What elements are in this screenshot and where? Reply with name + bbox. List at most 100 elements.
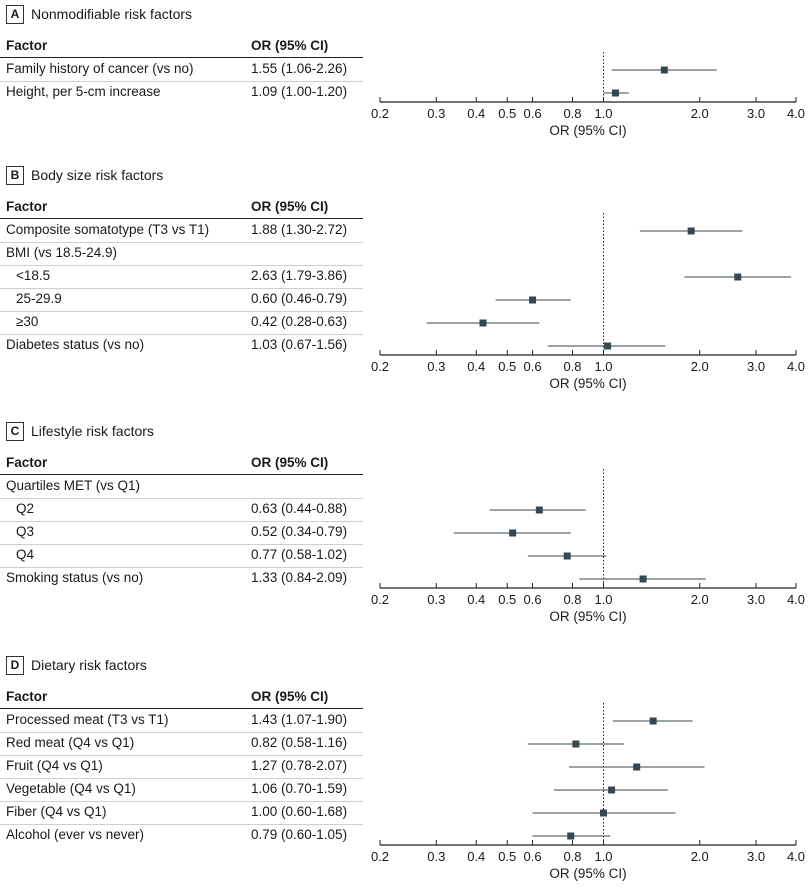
table-row: Alcohol (ever vs never) 0.79 (0.60-1.05) xyxy=(0,824,363,847)
table-row: Processed meat (T3 vs T1) 1.43 (1.07-1.90… xyxy=(0,709,363,732)
x-tick-label: 3.0 xyxy=(747,592,765,607)
row-divider xyxy=(0,81,363,82)
header-rule xyxy=(0,218,363,219)
factor-label: Composite somatotype (T3 vs T1) xyxy=(6,222,210,237)
factor-label: Alcohol (ever vs never) xyxy=(6,827,145,842)
factor-label: Processed meat (T3 vs T1) xyxy=(6,712,169,727)
or-point-marker xyxy=(509,529,517,537)
panel-c-header: C Lifestyle risk factors xyxy=(6,421,154,441)
table-row: Fruit (Q4 vs Q1) 1.27 (0.78-2.07) xyxy=(0,755,363,778)
or-column-header: OR (95% CI) xyxy=(251,199,329,214)
table-row: Family history of cancer (vs no) 1.55 (1.… xyxy=(0,58,363,81)
x-tick-label: 0.4 xyxy=(467,849,485,864)
table-row: ≥30 0.42 (0.28-0.63) xyxy=(0,311,363,334)
or-value: 0.79 (0.60-1.05) xyxy=(251,827,348,842)
x-tick-label: 0.2 xyxy=(371,592,389,607)
or-point-marker xyxy=(660,66,668,74)
x-tick-label: 0.4 xyxy=(467,592,485,607)
panel-d-header: D Dietary risk factors xyxy=(6,655,147,675)
table-row: Fiber (Q4 vs Q1) 1.00 (0.60-1.68) xyxy=(0,801,363,824)
forest-plot: 0.2 0.3 0.4 0.5 0.6 0.8 1.0 2.0 3.0 4.0 OR (95% CI… xyxy=(371,213,805,391)
row-divider xyxy=(0,311,363,312)
x-tick-label: 0.6 xyxy=(524,359,542,374)
panel-title: Lifestyle risk factors xyxy=(31,423,154,439)
factor-label: Q3 xyxy=(16,524,35,539)
factor-column-header: Factor xyxy=(6,689,48,704)
or-point-marker xyxy=(604,342,612,350)
or-point-marker xyxy=(529,296,537,304)
x-tick-label: 2.0 xyxy=(691,849,709,864)
row-divider xyxy=(0,288,363,289)
x-tick-label: 0.5 xyxy=(498,592,516,607)
factor-label: <18.5 xyxy=(16,268,51,283)
x-tick-label: 1.0 xyxy=(594,592,612,607)
x-tick-label: 0.5 xyxy=(498,849,516,864)
table-row: Q3 0.52 (0.34-0.79) xyxy=(0,521,363,544)
header-rule xyxy=(0,474,363,475)
factor-label: Height, per 5-cm increase xyxy=(6,84,161,99)
forest-plot: 0.2 0.3 0.4 0.5 0.6 0.8 1.0 2.0 3.0 4.0 OR (95% CI… xyxy=(371,52,805,138)
panel-b-header: B Body size risk factors xyxy=(6,165,163,185)
x-tick-label: 0.3 xyxy=(427,359,445,374)
x-tick-label: 2.0 xyxy=(691,592,709,607)
row-divider xyxy=(0,732,363,733)
x-axis-label: OR (95% CI) xyxy=(549,609,626,624)
table-row: <18.5 2.63 (1.79-3.86) xyxy=(0,265,363,288)
x-tick-label: 0.3 xyxy=(427,592,445,607)
x-tick-label: 0.4 xyxy=(467,106,485,121)
x-tick-label: 0.3 xyxy=(427,106,445,121)
or-point-marker xyxy=(535,506,543,514)
or-column-header: OR (95% CI) xyxy=(251,455,329,470)
factor-column-header: Factor xyxy=(6,455,48,470)
x-axis-label: OR (95% CI) xyxy=(549,123,626,138)
panel-title: Nonmodifiable risk factors xyxy=(31,6,193,22)
or-value: 1.00 (0.60-1.68) xyxy=(251,804,348,819)
x-tick-label: 0.3 xyxy=(427,849,445,864)
or-point-marker xyxy=(734,273,742,281)
table-row: Vegetable (Q4 vs Q1) 1.06 (0.70-1.59) xyxy=(0,778,363,801)
x-tick-label: 0.5 xyxy=(498,359,516,374)
table-row: Q2 0.63 (0.44-0.88) xyxy=(0,498,363,521)
row-divider xyxy=(0,567,363,568)
or-value: 0.60 (0.46-0.79) xyxy=(251,291,348,306)
or-point-marker xyxy=(633,763,641,771)
or-point-marker xyxy=(479,319,487,327)
or-value: 1.43 (1.07-1.90) xyxy=(251,712,348,727)
factor-label: Q2 xyxy=(16,501,35,516)
or-point-marker xyxy=(563,552,571,560)
factor-label: Fruit (Q4 vs Q1) xyxy=(6,758,103,773)
row-divider xyxy=(0,544,363,545)
x-tick-label: 0.6 xyxy=(524,592,542,607)
x-tick-label: 3.0 xyxy=(747,106,765,121)
or-point-marker xyxy=(687,227,695,235)
x-tick-label: 0.8 xyxy=(563,106,581,121)
or-value: 1.06 (0.70-1.59) xyxy=(251,781,348,796)
table-row: Red meat (Q4 vs Q1) 0.82 (0.58-1.16) xyxy=(0,732,363,755)
or-point-marker xyxy=(649,717,657,725)
or-point-marker xyxy=(572,740,580,748)
row-divider xyxy=(0,334,363,335)
factor-label: Quartiles MET (vs Q1) xyxy=(6,478,141,493)
x-tick-label: 2.0 xyxy=(691,359,709,374)
row-divider xyxy=(0,265,363,266)
forest-plot: 0.2 0.3 0.4 0.5 0.6 0.8 1.0 2.0 3.0 4.0 OR (95% CI… xyxy=(371,469,805,624)
or-value: 0.77 (0.58-1.02) xyxy=(251,547,348,562)
x-tick-label: 2.0 xyxy=(691,106,709,121)
or-point-marker xyxy=(608,786,616,794)
row-divider xyxy=(0,801,363,802)
panel-a: A Nonmodifiable risk factors Factor OR (… xyxy=(0,4,810,144)
factor-label: Smoking status (vs no) xyxy=(6,570,144,585)
x-tick-label: 4.0 xyxy=(787,106,805,121)
factor-label: Fiber (Q4 vs Q1) xyxy=(6,804,107,819)
table-row: 25-29.9 0.60 (0.46-0.79) xyxy=(0,288,363,311)
table-row: Height, per 5-cm increase 1.09 (1.00-1.20… xyxy=(0,81,363,104)
factor-label: Diabetes status (vs no) xyxy=(6,337,145,352)
or-point-marker xyxy=(639,575,647,583)
x-axis-label: OR (95% CI) xyxy=(549,376,626,391)
x-tick-label: 1.0 xyxy=(594,106,612,121)
x-tick-label: 0.6 xyxy=(524,106,542,121)
panel-d: D Dietary risk factors Factor OR (95% CI… xyxy=(0,655,810,891)
or-value: 1.55 (1.06-2.26) xyxy=(251,61,348,76)
panel-title: Dietary risk factors xyxy=(31,657,147,673)
table-row: Q4 0.77 (0.58-1.02) xyxy=(0,544,363,567)
